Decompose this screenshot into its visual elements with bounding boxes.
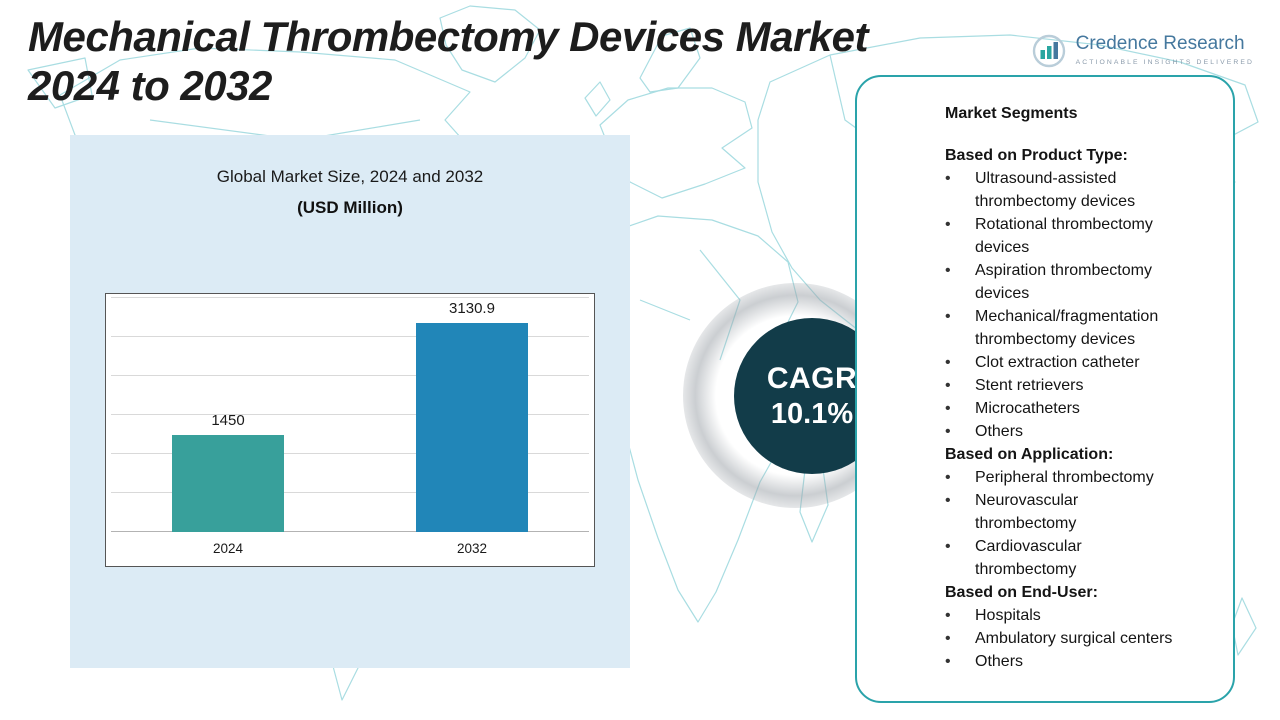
market-segments-panel: Market Segments Based on Product Type: • U… xyxy=(855,75,1235,703)
bar-chart-plot: 1450 2024 3130.9 2032 xyxy=(105,293,595,567)
bullet-icon: • xyxy=(945,308,951,325)
bar-value-label: 1450 xyxy=(211,412,245,429)
bullet-icon: • xyxy=(945,492,951,509)
grid-line xyxy=(111,492,589,493)
bullet-icon: • xyxy=(945,216,951,233)
segment-item: • Hospitals xyxy=(945,604,1183,627)
chart-panel: Global Market Size, 2024 and 2032 (USD M… xyxy=(70,135,630,668)
segment-item: • Cardiovascular thrombectomy xyxy=(945,535,1183,581)
page-title: Mechanical Thrombectomy Devices Market 2… xyxy=(28,12,988,110)
bullet-icon: • xyxy=(945,354,951,371)
segment-groups: Based on Product Type: • Ultrasound-assist… xyxy=(945,144,1183,673)
bar xyxy=(172,435,284,532)
segment-item-label: Clot extraction catheter xyxy=(975,354,1140,371)
cagr-label: CAGR xyxy=(766,361,858,395)
x-axis-label: 2032 xyxy=(456,541,488,556)
bar-chart-logo-icon xyxy=(1032,34,1065,68)
page-title-line-1: Mechanical Thrombectomy Devices Market xyxy=(28,13,869,60)
segment-item: • Clot extraction catheter xyxy=(945,351,1183,374)
segment-item-label: Others xyxy=(975,653,1024,670)
bar-group-2032: 3130.9 2032 xyxy=(416,300,528,556)
segment-item: • Others xyxy=(945,420,1183,443)
chart-subtitle: (USD Million) xyxy=(297,198,403,217)
segment-item-label: Cardiovascular thrombectomy xyxy=(975,538,1082,578)
grid-line xyxy=(111,375,589,376)
segment-item: • Ambulatory surgical centers xyxy=(945,627,1183,650)
logo-name: Credence Research xyxy=(1075,33,1245,54)
bullet-icon: • xyxy=(945,653,951,670)
segment-item-label: Neurovascular thrombectomy xyxy=(975,492,1079,532)
grid-line xyxy=(111,453,589,454)
segment-item: • Peripheral thrombectomy xyxy=(945,466,1183,489)
bar xyxy=(416,323,528,532)
segment-item-label: Peripheral thrombectomy xyxy=(975,469,1154,486)
logo-text-block: Credence Research Actionable Insights De… xyxy=(1076,33,1254,66)
bullet-icon: • xyxy=(945,262,951,279)
market-segments-heading: Market Segments xyxy=(945,105,1078,122)
bullet-icon: • xyxy=(945,538,951,555)
bullet-icon: • xyxy=(945,423,951,440)
chart-title: Global Market Size, 2024 and 2032 xyxy=(216,167,484,186)
segment-item-label: Hospitals xyxy=(975,607,1041,624)
segment-item-label: Stent retrievers xyxy=(975,377,1084,394)
segment-item-label: Ambulatory surgical centers xyxy=(975,630,1173,647)
segment-item-label: Rotational thrombectomy devices xyxy=(975,216,1153,256)
bar-series: 1450 2024 3130.9 2032 xyxy=(106,298,594,556)
segment-group-title: Based on Application: xyxy=(945,446,1114,463)
cagr-value: 10.1% xyxy=(770,397,854,430)
x-axis-label: 2024 xyxy=(212,541,244,556)
grid-line xyxy=(111,414,589,415)
page-title-line-2: 2024 to 2032 xyxy=(28,62,272,110)
segment-item: • Aspiration thrombectomy devices xyxy=(945,259,1183,305)
credence-research-logo: Credence Research Actionable Insights De… xyxy=(1031,33,1254,69)
logo-tagline: Actionable Insights Delivered xyxy=(1075,59,1254,66)
segment-item: • Microcatheters xyxy=(945,397,1183,420)
segment-item: • Others xyxy=(945,650,1183,673)
segment-item-label: Mechanical/fragmentation thrombectomy de… xyxy=(975,308,1159,348)
segment-item-label: Others xyxy=(975,423,1024,440)
bullet-icon: • xyxy=(945,377,951,394)
grid-line xyxy=(111,297,589,298)
bullet-icon: • xyxy=(945,630,951,647)
segment-item: • Stent retrievers xyxy=(945,374,1183,397)
segment-item: • Ultrasound-assisted thrombectomy device… xyxy=(945,167,1183,213)
bullet-icon: • xyxy=(945,469,951,486)
bar-group-2024: 1450 2024 xyxy=(172,412,284,556)
bullet-icon: • xyxy=(945,400,951,417)
segment-item-label: Ultrasound-assisted thrombectomy devices xyxy=(975,170,1136,210)
grid-line xyxy=(111,531,589,532)
segment-item: • Mechanical/fragmentation thrombectomy d… xyxy=(945,305,1183,351)
grid-line xyxy=(111,336,589,337)
segment-item: • Rotational thrombectomy devices xyxy=(945,213,1183,259)
segment-group-title: Based on Product Type: xyxy=(945,147,1128,164)
segment-item-label: Aspiration thrombectomy devices xyxy=(975,262,1152,302)
bullet-icon: • xyxy=(945,607,951,624)
bullet-icon: • xyxy=(945,170,951,187)
segment-item: • Neurovascular thrombectomy xyxy=(945,489,1183,535)
segment-item-label: Microcatheters xyxy=(975,400,1080,417)
segment-group-title: Based on End-User: xyxy=(945,584,1098,601)
bar-value-label: 3130.9 xyxy=(449,300,495,317)
